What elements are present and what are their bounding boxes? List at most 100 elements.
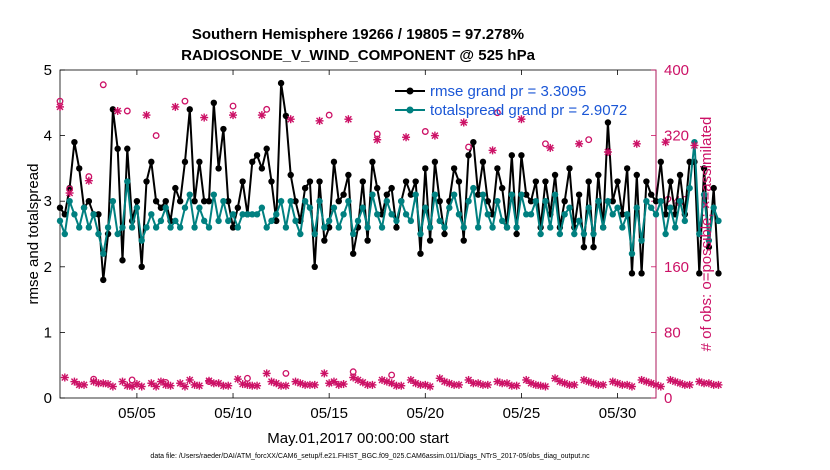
obs-assimilated-point [368, 380, 377, 389]
totalspread-point [316, 198, 323, 205]
totalspread-point [186, 191, 193, 198]
obs-assimilated-point [632, 139, 641, 148]
rmse-point [628, 270, 636, 277]
y-right-tick-label: 0 [664, 390, 672, 407]
obs-assimilated-point [142, 111, 151, 120]
rmse-point [623, 165, 631, 172]
totalspread-point [85, 224, 93, 231]
chart-title: Southern Hemisphere 19266 / 19805 = 97.2… [192, 26, 524, 43]
obs-assimilated-point [397, 381, 406, 390]
rmse-point [715, 270, 722, 277]
rmse-point [335, 198, 342, 205]
totalspread-point [556, 230, 564, 238]
obs-assimilated-point [253, 381, 262, 390]
rmse-point [138, 263, 145, 270]
rmse-point [61, 211, 69, 218]
obs-assimilated-point [603, 148, 612, 156]
y-right-tick-label: 80 [664, 324, 681, 341]
totalspread-point [244, 211, 251, 218]
obs-assimilated-point [685, 380, 694, 389]
totalspread-point [715, 217, 722, 225]
totalspread-point [681, 217, 689, 225]
y-right-tick-label: 320 [664, 128, 689, 145]
totalspread-point [503, 224, 511, 231]
rmse-point [364, 237, 371, 244]
totalspread-point [710, 204, 717, 211]
obs-assimilated-point [65, 189, 74, 197]
rmse-point [220, 125, 227, 133]
rmse-point [609, 198, 616, 205]
obs-assimilated-point [262, 369, 271, 378]
rmse-point [172, 184, 179, 192]
obs-possible-point [465, 143, 472, 151]
rmse-point [590, 243, 597, 251]
totalspread-point [547, 224, 554, 231]
obs-assimilated-point [517, 115, 526, 124]
obs-assimilated-point [195, 381, 204, 390]
legend: rmse grand pr = 3.3095 totalspread grand… [395, 83, 627, 119]
totalspread-point [311, 230, 318, 238]
rmse-point [696, 270, 703, 277]
totalspread-point [426, 224, 434, 231]
totalspread-point [138, 237, 145, 244]
totalspread-point [282, 224, 290, 231]
obs-assimilated-point [123, 381, 132, 390]
totalspread-point [652, 211, 660, 218]
totalspread-point [518, 191, 525, 198]
totalspread-point [604, 198, 612, 205]
rmse-point [407, 191, 415, 198]
totalspread-point [268, 217, 275, 225]
plot-area [59, 69, 657, 399]
totalspread-point [349, 230, 357, 238]
totalspread-point [513, 224, 520, 231]
totalspread-point [215, 217, 222, 225]
obs-assimilated-point [166, 381, 175, 390]
obs-assimilated-point [454, 380, 463, 389]
rmse-point [595, 171, 602, 179]
rmse-point [374, 184, 381, 192]
totalspread-point [595, 198, 602, 205]
rmse-point [426, 237, 434, 244]
obs-assimilated-point [551, 374, 560, 383]
obs-assimilated-point [329, 377, 338, 386]
rmse-point [465, 152, 472, 159]
totalspread-point [686, 184, 693, 192]
obs-assimilated-point [599, 380, 608, 389]
rmse-point [513, 230, 520, 238]
totalspread-point [575, 217, 583, 225]
rmse-point [614, 178, 621, 185]
totalspread-point [133, 204, 141, 211]
rmse-point [282, 112, 290, 120]
totalspread-point [422, 204, 429, 211]
totalspread-point [412, 191, 419, 198]
totalspread-point [590, 230, 597, 238]
rmse-point [124, 145, 131, 152]
obs-assimilated-point [690, 141, 699, 150]
obs-assimilated-point [320, 369, 329, 378]
rmse-point [345, 171, 352, 179]
totalspread-point [436, 217, 443, 225]
obs-possible-point [542, 140, 549, 148]
rmse-point [662, 211, 669, 218]
series-layer [56, 79, 723, 391]
totalspread-point [109, 198, 117, 205]
obs-assimilated-point [522, 375, 531, 384]
rmse-point [494, 165, 501, 172]
obs-assimilated-point [430, 131, 439, 140]
obs-possible-point [325, 111, 333, 119]
totalspread-point [61, 230, 69, 238]
obs-assimilated-point [84, 176, 93, 185]
totalspread-point [181, 204, 189, 211]
x-tick-label: 05/15 [310, 405, 348, 422]
obs-assimilated-point [661, 138, 670, 147]
y-left-tick-label: 2 [44, 259, 52, 276]
rmse-point [551, 171, 559, 179]
obs-assimilated-point [224, 381, 233, 390]
rmse-point [393, 224, 400, 231]
rmse-point [580, 243, 588, 251]
obs-assimilated-point [488, 146, 497, 155]
rmse-point [210, 99, 218, 107]
rmse-point [676, 171, 684, 179]
totalspread-point [566, 204, 573, 211]
rmse-point [604, 119, 612, 126]
